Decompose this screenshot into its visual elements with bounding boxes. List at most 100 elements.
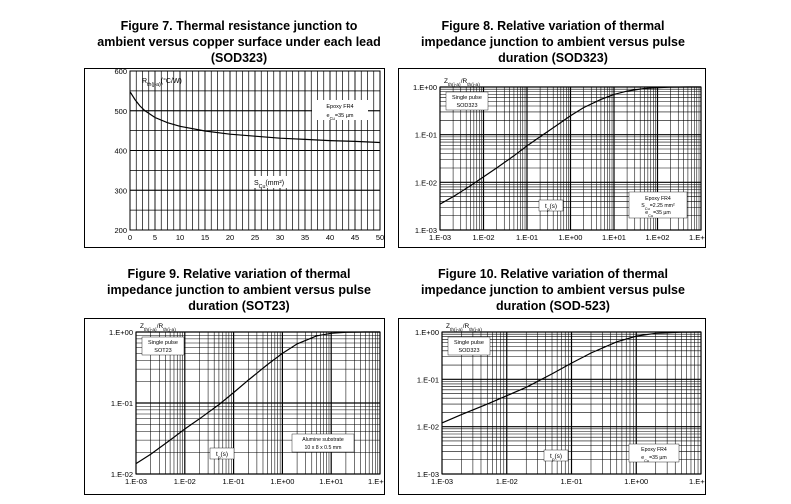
- plot-area: [135, 331, 381, 475]
- caption-line: Figure 7. Thermal resistance junction to: [120, 19, 358, 33]
- y-tick-label: 1.E-03: [415, 226, 437, 235]
- annotation-box: [447, 336, 491, 356]
- data-series-line: [129, 91, 381, 144]
- x-tick-label: 1.E+00: [270, 477, 294, 486]
- figure-10-caption: Figure 10. Relative variation of thermal…: [398, 266, 708, 314]
- data-series-line: [135, 331, 380, 465]
- caption-line: impedance junction to ambient versus pul…: [107, 283, 371, 297]
- x-axis-label: tp(s): [545, 203, 557, 213]
- x-axis-label-bg: [250, 176, 290, 188]
- x-tick-label: 1.E-01: [223, 477, 245, 486]
- y-tick-label: 1.E-01: [417, 375, 439, 384]
- annotation-text: SOT23: [154, 348, 171, 354]
- figure-7-caption: Figure 7. Thermal resistance junction to…: [84, 18, 394, 66]
- annotation-text: Single pulse: [452, 95, 482, 101]
- annotation-text: SCu=2.25 mm²: [641, 203, 675, 211]
- annotation-text: Epoxy FR4: [326, 104, 353, 110]
- data-series-line: [441, 331, 702, 424]
- y-tick-label: 1.E-03: [417, 470, 439, 479]
- x-tick-label: 1.E-03: [431, 477, 453, 486]
- annotation-text: eCu=35 µm: [327, 113, 354, 121]
- caption-line: (SOD323): [210, 51, 268, 65]
- x-axis-label: SCu(mm²): [254, 180, 284, 190]
- caption-line: impedance junction to ambient versus pul…: [421, 283, 685, 297]
- y-tick-label: 1.E-02: [415, 178, 437, 187]
- annotation-text: eCu=35 µm: [645, 210, 670, 218]
- caption-line: duration (SOD323): [498, 51, 608, 65]
- x-tick-label: 1.E+01: [689, 477, 706, 486]
- x-tick-label: 1.E-03: [429, 233, 451, 242]
- x-tick-label: 15: [201, 233, 209, 242]
- caption-line: Figure 10. Relative variation of thermal: [438, 267, 668, 281]
- x-tick-label: 50: [376, 233, 384, 242]
- figure-8-caption: Figure 8. Relative variation of thermal …: [398, 18, 708, 66]
- x-tick-label: 1.E-02: [472, 233, 494, 242]
- chart-frame: [398, 318, 706, 495]
- caption-line: Figure 8. Relative variation of thermal: [441, 19, 665, 33]
- caption-line: ambient versus copper surface under each…: [97, 35, 381, 49]
- figure-9-chart: 1.E-031.E-021.E-011.E+001.E+011.E+021.E-…: [84, 318, 385, 495]
- caption-line: duration (SOT23): [188, 299, 290, 313]
- x-tick-label: 5: [153, 233, 157, 242]
- annotation-text: 10 x 8 x 0.5 mm: [305, 445, 342, 451]
- x-tick-label: 10: [176, 233, 184, 242]
- figure-8-chart: 1.E-03 1.E-02 1.E-01 1.E+00 1.E+01 1.E+02 1.E+…: [398, 68, 706, 248]
- y-tick-label: 1.E+00: [109, 328, 133, 337]
- chart-frame: [84, 68, 385, 248]
- caption-line: duration (SOD-523): [496, 299, 610, 313]
- annotation-text: SOD323: [458, 348, 479, 354]
- figure-7-chart: 0 5 10 15 20 25 30 35 40 45 50 200 300 400 500 600 Rth(j…: [84, 68, 385, 248]
- x-tick-label: 45: [351, 233, 359, 242]
- y-axis-label: Zth(j-a)/Rth(j-a): [444, 78, 480, 88]
- annotation-box: [141, 336, 185, 356]
- plot-area: [441, 331, 702, 475]
- y-axis-label: Zth(j-a)/Rth(j-a): [140, 323, 176, 333]
- annotation-box: [312, 100, 368, 120]
- x-axis-label-bg: [209, 447, 235, 460]
- y-tick-label: 1.E+00: [415, 328, 439, 337]
- y-axis-label: Rth(j-a)(°C/W): [142, 77, 182, 88]
- x-tick-label: 20: [226, 233, 234, 242]
- x-tick-label: 1.E+02: [646, 233, 670, 242]
- x-tick-label: 1.E+01: [602, 233, 626, 242]
- annotation-box: [291, 433, 355, 453]
- annotation-box: [445, 91, 489, 111]
- x-tick-label: 1.E+03: [689, 233, 706, 242]
- y-tick-label: 1.E-02: [417, 423, 439, 432]
- annotation-text: SOD323: [456, 103, 477, 109]
- data-series-line: [439, 86, 701, 205]
- y-tick-label: 300: [114, 186, 127, 195]
- annotation-box: [628, 191, 688, 219]
- x-tick-label: 1.E+00: [624, 477, 648, 486]
- x-tick-label: 1.E+01: [319, 477, 343, 486]
- caption-line: impedance junction to ambient versus pul…: [421, 35, 685, 49]
- x-tick-label: 1.E-01: [560, 477, 582, 486]
- x-tick-label: 1.E-02: [496, 477, 518, 486]
- x-tick-label: 1.E+02: [368, 477, 385, 486]
- x-tick-label: 35: [301, 233, 309, 242]
- figure-9-caption: Figure 9. Relative variation of thermal …: [84, 266, 394, 314]
- figure-10-chart: 1.E-03 1.E-02 1.E-01 1.E+00 1.E+01 1.E-03 1.E-…: [398, 318, 706, 495]
- x-axis-label: tp(s): [216, 451, 228, 461]
- plot-area: [129, 70, 381, 231]
- y-tick-label: 1.E-01: [111, 399, 133, 408]
- annotation-text: Single pulse: [148, 340, 178, 346]
- x-tick-label: 25: [251, 233, 259, 242]
- y-tick-label: 1.E+00: [413, 83, 437, 92]
- chart-frame: [398, 68, 706, 248]
- x-tick-label: 1.E+00: [559, 233, 583, 242]
- y-tick-label: 500: [114, 107, 127, 116]
- x-axis-label: tp(s): [550, 453, 562, 463]
- y-tick-label: 200: [114, 226, 127, 235]
- annotation-box: [628, 443, 680, 463]
- x-tick-label: 1.E-01: [516, 233, 538, 242]
- y-axis-label: Zth(j-a)/Rth(j-a): [446, 323, 482, 333]
- x-axis-label-bg: [538, 199, 564, 212]
- x-tick-label: 0: [128, 233, 132, 242]
- x-tick-label: 30: [276, 233, 284, 242]
- y-tick-label: 600: [114, 68, 127, 76]
- caption-line: Figure 9. Relative variation of thermal: [127, 267, 351, 281]
- annotation-text: Epoxy FR4: [641, 447, 667, 453]
- x-axis-label-bg: [543, 449, 569, 462]
- chart-frame: [84, 318, 385, 495]
